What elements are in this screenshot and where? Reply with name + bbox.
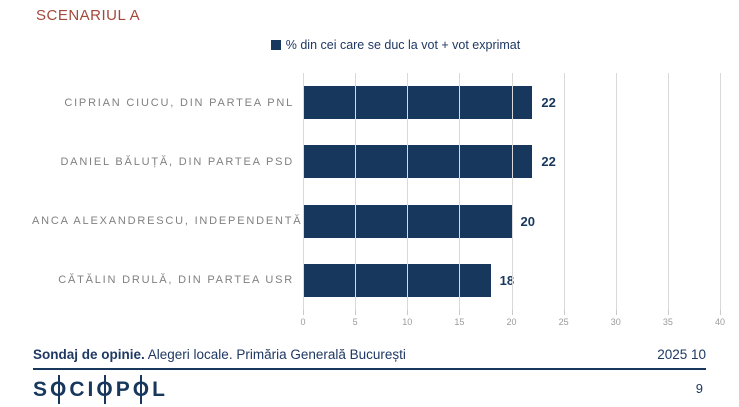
logo-letter: S xyxy=(33,378,51,401)
category-label: DANIEL BĂLUȚĂ, DIN PARTEA PSD xyxy=(60,155,294,168)
footer-date: 2025 10 xyxy=(657,347,706,362)
bar-row: CIPRIAN CIUCU, DIN PARTEA PNL 22 xyxy=(64,73,720,132)
bar-rows: CIPRIAN CIUCU, DIN PARTEA PNL 22 DANIEL BĂ… xyxy=(32,73,720,310)
x-tick-label: 15 xyxy=(454,317,465,327)
gridline xyxy=(511,73,513,310)
gridline xyxy=(303,73,304,310)
gridline xyxy=(355,73,357,310)
footer-caption: Sondaj de opinie. Alegeri locale. Primăr… xyxy=(33,347,406,362)
x-tick-label: 10 xyxy=(402,317,413,327)
value-label: 20 xyxy=(520,213,535,229)
bar xyxy=(303,86,533,120)
bar xyxy=(303,145,533,179)
x-tick-label: 35 xyxy=(662,317,673,327)
x-tick-label: 20 xyxy=(506,317,517,327)
legend-label: % din cei care se duc la vot + vot expri… xyxy=(285,38,521,52)
gridline xyxy=(720,73,721,310)
x-tick-mark xyxy=(303,310,304,315)
x-tick-mark xyxy=(459,310,461,315)
logo-letter: O xyxy=(96,375,116,404)
bar-row: DANIEL BĂLUȚĂ, DIN PARTEA PSD 22 xyxy=(60,132,720,191)
logo-letter: O xyxy=(132,375,153,404)
x-tick-label: 40 xyxy=(714,317,726,327)
x-tick-mark xyxy=(407,310,409,315)
gridline xyxy=(459,73,461,310)
footer-text: Sondaj de opinie. Alegeri locale. Primăr… xyxy=(33,347,706,362)
chart-legend: % din cei care se duc la vot + vot expri… xyxy=(0,38,739,52)
value-label: 22 xyxy=(541,95,556,111)
x-tick-label: 25 xyxy=(558,317,569,327)
plot-area: CIPRIAN CIUCU, DIN PARTEA PNL 22 DANIEL BĂ… xyxy=(32,73,725,327)
x-tick-mark xyxy=(720,310,721,315)
x-tick-mark xyxy=(511,310,513,315)
page-number: 9 xyxy=(695,381,703,396)
legend-entry: % din cei care se duc la vot + vot expri… xyxy=(270,38,521,52)
category-label: ANCA ALEXANDRESCU, INDEPENDENTĂ xyxy=(32,215,303,228)
x-tick-mark xyxy=(563,310,565,315)
bar-row: CĂTĂLIN DRULĂ, DIN PARTEA USR 18 xyxy=(58,251,720,310)
gridline xyxy=(667,73,669,310)
logo-letter: O xyxy=(50,375,70,404)
category-label: CĂTĂLIN DRULĂ, DIN PARTEA USR xyxy=(58,274,294,287)
logo-letter: C xyxy=(69,378,88,401)
logo-letter: P xyxy=(115,378,133,401)
footer-caption-rest: Alegeri locale. Primăria Generală Bucure… xyxy=(144,347,406,362)
slide-title: SCENARIUL A xyxy=(36,7,141,24)
bar xyxy=(303,263,491,297)
x-tick-mark xyxy=(667,310,669,315)
gridline xyxy=(615,73,617,310)
gridline xyxy=(563,73,565,310)
sociopol-logo: SOCIOPOL xyxy=(33,375,168,404)
x-tick-label: 30 xyxy=(610,317,621,327)
x-tick-mark xyxy=(355,310,357,315)
legend-swatch-icon xyxy=(270,40,281,50)
footer-caption-bold: Sondaj de opinie. xyxy=(33,347,145,362)
x-tick-mark xyxy=(615,310,617,315)
x-tick-label: 5 xyxy=(352,317,358,327)
x-tick-label: 0 xyxy=(300,317,306,327)
value-label: 18 xyxy=(499,272,515,288)
logo-letter: I xyxy=(87,378,97,401)
category-label: CIPRIAN CIUCU, DIN PARTEA PNL xyxy=(64,96,294,109)
value-label: 22 xyxy=(541,154,556,170)
footer-divider xyxy=(33,368,706,370)
gridline xyxy=(407,73,409,310)
logo-letter: L xyxy=(152,378,168,401)
